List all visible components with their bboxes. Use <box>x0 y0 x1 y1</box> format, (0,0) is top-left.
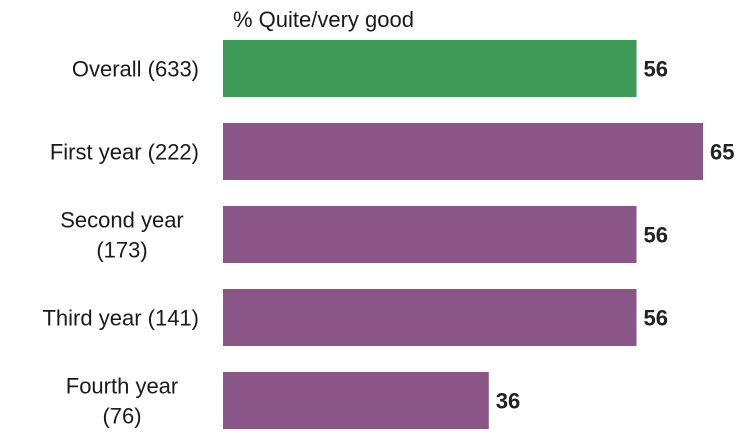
bar-3 <box>223 289 637 346</box>
value-label-2: 56 <box>644 223 668 248</box>
series-title: % Quite/very good <box>233 7 414 32</box>
bar-1 <box>223 123 703 180</box>
category-label-line: Third year (141) <box>42 306 199 331</box>
category-label-1: First year (222) <box>50 140 199 165</box>
bar-4 <box>223 372 489 429</box>
category-label-2: Second year (173) <box>60 208 184 263</box>
category-label-3: Third year (141) <box>42 306 199 331</box>
bar-0 <box>223 40 637 97</box>
category-label-line: First year (222) <box>50 140 199 165</box>
value-label-3: 56 <box>644 306 668 331</box>
category-label-line: (76) <box>102 404 141 429</box>
category-label-line: (173) <box>96 238 147 263</box>
value-label-0: 56 <box>644 57 668 82</box>
category-label-line: Fourth year <box>66 374 179 399</box>
value-label-1: 65 <box>710 140 734 165</box>
value-label-4: 36 <box>496 389 520 414</box>
bars-group: 56 Overall (633) 65 First year (222) 56 Secon… <box>42 40 734 429</box>
category-label-line: Second year <box>60 208 184 233</box>
category-label-0: Overall (633) <box>72 57 199 82</box>
category-label-4: Fourth year (76) <box>66 374 179 429</box>
bar-2 <box>223 206 637 263</box>
category-label-line: Overall (633) <box>72 57 199 82</box>
